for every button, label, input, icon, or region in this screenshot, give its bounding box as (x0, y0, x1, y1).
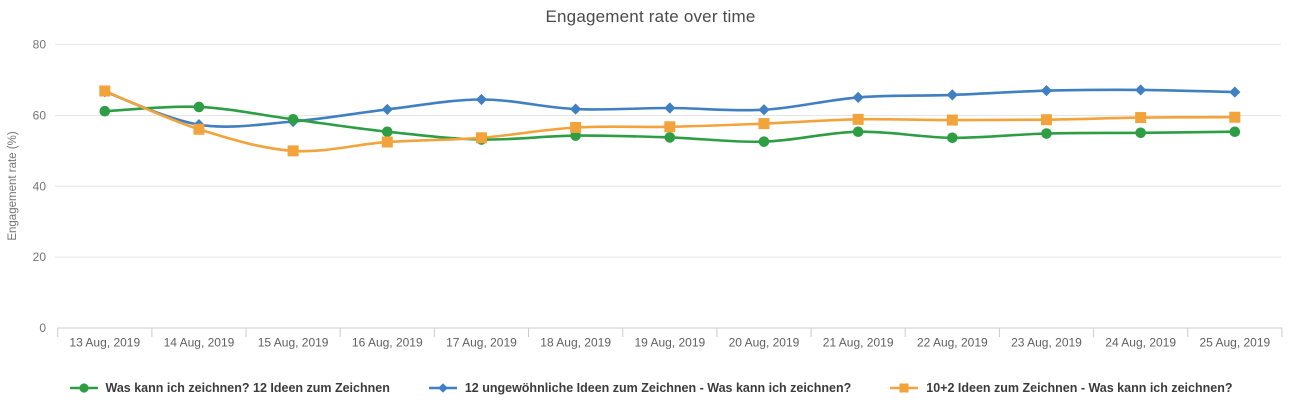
data-point-s1-9[interactable] (946, 89, 958, 101)
data-point-s1-6[interactable] (664, 102, 676, 114)
x-axis-label: 20 Aug, 2019 (729, 336, 800, 350)
legend-label-series-1: 12 ungewöhnliche Ideen zum Zeichnen - Wa… (464, 381, 852, 395)
x-axis-label: 19 Aug, 2019 (634, 336, 705, 350)
x-axis-label: 18 Aug, 2019 (540, 336, 611, 350)
data-point-s2-0[interactable] (99, 85, 111, 97)
data-point-s1-7[interactable] (758, 104, 770, 116)
data-point-s0-0[interactable] (99, 105, 111, 117)
y-axis-tick-label: 20 (33, 250, 47, 264)
x-axis-label: 14 Aug, 2019 (164, 336, 235, 350)
data-point-s1-12[interactable] (1229, 86, 1241, 98)
x-axis-label: 13 Aug, 2019 (69, 336, 140, 350)
data-point-s0-6[interactable] (664, 132, 676, 143)
data-point-s2-9[interactable] (946, 114, 958, 126)
y-axis-tick-label: 80 (33, 38, 47, 52)
data-point-s2-6[interactable] (664, 121, 676, 133)
x-axis-label: 17 Aug, 2019 (446, 336, 517, 350)
data-point-s0-2[interactable] (287, 114, 299, 125)
data-point-s0-11[interactable] (1135, 127, 1146, 139)
y-axis-tick-label: 60 (33, 108, 47, 122)
legend-label-series-0: Was kann ich zeichnen? 12 Ideen zum Zeic… (105, 381, 390, 395)
data-point-s1-5[interactable] (570, 103, 582, 115)
y-axis-tick-label: 0 (39, 321, 46, 335)
chart-title: Engagement rate over time (545, 7, 756, 26)
x-axis-label: 24 Aug, 2019 (1105, 336, 1176, 350)
data-point-s2-10[interactable] (1040, 114, 1052, 126)
data-point-s0-12[interactable] (1229, 126, 1241, 138)
data-point-s2-2[interactable] (287, 145, 299, 157)
legend-label-series-2: 10+2 Ideen zum Zeichnen - Was kann ich z… (926, 381, 1233, 395)
data-point-s2-3[interactable] (381, 136, 393, 148)
legend-item-series-1[interactable]: 12 ungewöhnliche Ideen zum Zeichnen - Wa… (428, 381, 851, 395)
data-point-s0-9[interactable] (947, 132, 958, 144)
data-point-s0-8[interactable] (852, 126, 864, 138)
legend-item-series-2[interactable]: 10+2 Ideen zum Zeichnen - Was kann ich z… (889, 381, 1232, 395)
line-square-marker-icon (890, 383, 919, 393)
x-axis-label: 16 Aug, 2019 (352, 336, 423, 350)
y-axis-title: Engagement rate (%) (7, 131, 19, 240)
data-point-s2-1[interactable] (193, 123, 205, 135)
data-point-s2-4[interactable] (475, 132, 487, 144)
y-axis-tick-label: 40 (33, 179, 47, 193)
x-axis-label: 22 Aug, 2019 (917, 336, 988, 350)
data-point-s1-10[interactable] (1040, 85, 1053, 97)
data-point-s2-5[interactable] (570, 121, 582, 133)
line-diamond-marker-icon (428, 383, 457, 393)
data-point-s0-10[interactable] (1041, 128, 1052, 139)
data-point-s0-1[interactable] (193, 101, 205, 113)
x-axis-label: 25 Aug, 2019 (1199, 336, 1270, 350)
data-point-s1-11[interactable] (1135, 84, 1147, 96)
x-axis-label: 23 Aug, 2019 (1011, 336, 1082, 350)
data-point-s0-3[interactable] (381, 126, 393, 138)
data-point-s2-8[interactable] (852, 113, 864, 125)
data-point-s1-8[interactable] (852, 91, 864, 103)
legend-item-series-0[interactable]: Was kann ich zeichnen? 12 Ideen zum Zeic… (69, 381, 390, 395)
line-circle-marker-icon (69, 383, 98, 393)
data-point-s2-7[interactable] (758, 118, 770, 130)
data-point-s2-11[interactable] (1135, 112, 1147, 124)
data-point-s0-7[interactable] (758, 136, 770, 147)
x-axis-label: 21 Aug, 2019 (823, 336, 894, 350)
x-axis-label: 15 Aug, 2019 (258, 336, 329, 350)
chart-legend: Was kann ich zeichnen? 12 Ideen zum Zeic… (0, 381, 1301, 395)
data-point-s1-4[interactable] (475, 93, 488, 106)
data-point-s2-12[interactable] (1229, 111, 1241, 123)
data-point-s1-3[interactable] (381, 103, 393, 116)
